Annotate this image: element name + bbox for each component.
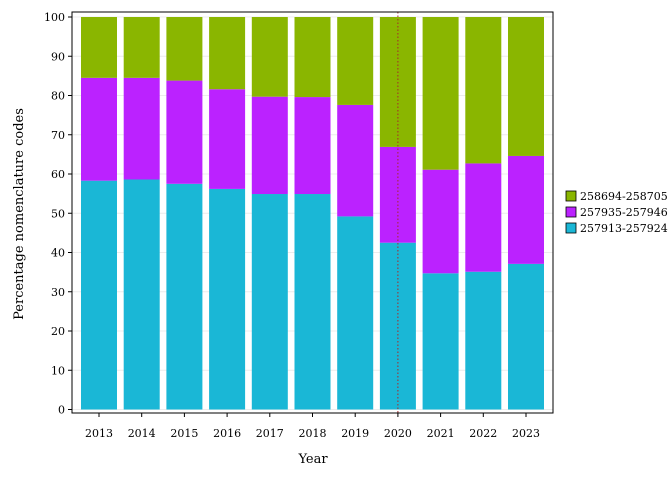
- bar-segment: [123, 17, 160, 78]
- y-tick-label: 50: [51, 207, 65, 220]
- bar-segment: [294, 97, 331, 195]
- bar-segment: [508, 17, 544, 156]
- x-tick-label: 2023: [512, 427, 540, 440]
- legend-label: 257935-257946: [580, 206, 668, 219]
- bar-segment: [166, 183, 203, 410]
- bar-segment: [337, 104, 374, 217]
- bar-segment: [81, 17, 117, 78]
- x-tick-label: 2016: [213, 427, 241, 440]
- bar-segment: [422, 169, 459, 274]
- bar-segment: [379, 242, 416, 410]
- bars: [81, 17, 544, 410]
- x-tick-label: 2017: [256, 427, 284, 440]
- x-tick-label: 2022: [469, 427, 497, 440]
- y-tick-label: 30: [51, 286, 65, 299]
- bar-segment: [209, 188, 246, 410]
- bar-segment: [465, 163, 502, 272]
- bar-segment: [251, 96, 288, 195]
- y-tick-label: 80: [51, 90, 65, 103]
- bar-segment: [123, 77, 160, 180]
- bar-segment: [294, 194, 331, 410]
- y-tick-label: 10: [51, 364, 65, 377]
- bar-segment: [508, 263, 544, 410]
- x-tick-label: 2018: [299, 427, 327, 440]
- x-tick-label: 2021: [427, 427, 455, 440]
- legend-swatch: [565, 190, 577, 202]
- legend-label: 258694-258705: [580, 190, 668, 203]
- bar-segment: [508, 155, 544, 264]
- legend-swatch: [565, 206, 577, 218]
- bar-segment: [251, 194, 288, 410]
- bar-segment: [123, 179, 160, 410]
- y-tick-label: 40: [51, 247, 65, 260]
- y-tick-label: 20: [51, 325, 65, 338]
- bar-segment: [81, 77, 117, 181]
- x-axis: 2013 2014 2015 2016 2017 2018 2019 2020 2021 2022…: [85, 413, 540, 440]
- bar-segment: [81, 180, 117, 410]
- bar-segment: [465, 17, 502, 164]
- legend: 258694-258705 257935-257946 257913-257924: [565, 190, 668, 235]
- y-tick-label: 70: [51, 129, 65, 142]
- x-tick-label: 2014: [128, 427, 156, 440]
- x-axis-title: Year: [297, 452, 328, 467]
- bar-segment: [379, 17, 416, 147]
- bar-segment: [166, 17, 203, 81]
- bar-segment: [422, 17, 459, 170]
- x-tick-label: 2019: [341, 427, 369, 440]
- y-tick-label: 100: [44, 11, 65, 24]
- bar-segment: [465, 271, 502, 410]
- x-tick-label: 2013: [85, 427, 113, 440]
- legend-swatch: [565, 222, 577, 234]
- y-tick-label: 90: [51, 50, 65, 63]
- bar-segment: [337, 216, 374, 410]
- bar-segment: [209, 17, 246, 90]
- legend-label: 257913-257924: [580, 222, 668, 235]
- x-tick-label: 2015: [170, 427, 198, 440]
- bar-segment: [209, 89, 246, 189]
- y-tick-label: 60: [51, 168, 65, 181]
- y-tick-label: 0: [58, 404, 65, 417]
- y-axis-title: Percentage nomenclature codes: [12, 108, 27, 320]
- x-tick-label: 2020: [384, 427, 412, 440]
- y-axis: 0 10 20 30 40 50 60 70 80 90 100: [44, 11, 72, 417]
- bar-segment: [422, 273, 459, 410]
- bar-segment: [337, 17, 374, 105]
- bar-segment: [294, 17, 331, 98]
- bar-segment: [166, 80, 203, 184]
- bar-segment: [251, 17, 288, 97]
